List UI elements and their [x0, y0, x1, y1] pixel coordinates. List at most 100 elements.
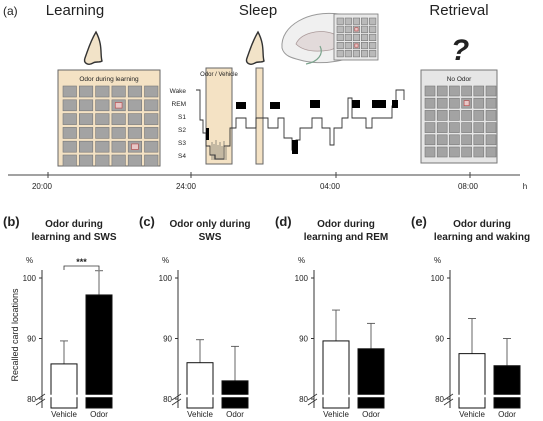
card-symbol	[463, 100, 470, 106]
bar-odor	[221, 380, 249, 409]
card-cell	[352, 33, 361, 42]
x-tick-label: Vehicle	[187, 410, 213, 419]
stage-s4: S4	[178, 153, 186, 160]
card-cell	[344, 33, 352, 42]
panel-label: (c)	[139, 214, 155, 229]
card-cell	[62, 113, 77, 125]
hypnogram-stage-labels: Wake REM S1 S2 S3 S4	[170, 88, 187, 160]
card-cell	[95, 127, 110, 139]
axis-break	[443, 393, 454, 401]
card-cell	[336, 25, 344, 33]
y-tick-label: 90	[27, 335, 36, 344]
card-cell	[485, 122, 497, 133]
card-cell	[424, 134, 436, 146]
card-cell	[436, 110, 448, 121]
card-symbol	[354, 27, 359, 32]
axis-break	[35, 398, 46, 406]
significance-bracket	[63, 265, 100, 270]
x-tick-label: Odor	[498, 410, 516, 419]
y-tick-label: 90	[299, 335, 308, 344]
card-cell	[62, 99, 77, 112]
retrieval-card: No Odor	[420, 69, 498, 164]
y-tick-label: 90	[163, 335, 172, 344]
card-cell	[62, 154, 77, 167]
card-cell	[144, 113, 159, 125]
card-cell	[449, 110, 460, 121]
x-tick-label: Odor	[362, 410, 380, 419]
chart-title: learning and SWS	[31, 232, 116, 243]
card-cell	[95, 154, 110, 167]
hypnogram-trace	[196, 89, 405, 160]
chart-title: learning and waking	[434, 232, 530, 243]
stage-s1: S1	[178, 114, 186, 121]
card-cell	[449, 97, 460, 109]
card-cell	[62, 127, 77, 139]
card-cell	[62, 85, 77, 98]
axis-break	[171, 393, 182, 401]
learning-card: Odor during learning	[57, 69, 161, 167]
y-tick-label: 100	[23, 274, 37, 283]
time-tick-2000: 20:00	[32, 182, 53, 191]
card-cell	[369, 25, 377, 33]
y-unit-label: %	[162, 256, 169, 265]
time-tick-2400: 24:00	[176, 182, 197, 191]
card-cell	[336, 17, 344, 25]
card-cell	[369, 41, 377, 50]
card-cell	[336, 41, 344, 50]
panel-label: (e)	[411, 214, 427, 229]
card-cell	[360, 25, 369, 33]
card-cell	[127, 113, 142, 125]
card-cell	[360, 17, 369, 25]
y-axis-label: Recalled card locations	[10, 288, 20, 382]
card-cell	[461, 85, 472, 97]
card-cell	[127, 85, 142, 98]
card-cell	[111, 127, 126, 139]
card-cell	[144, 85, 159, 98]
card-cell	[473, 122, 485, 133]
axis-break	[171, 398, 182, 406]
card-cell	[95, 99, 110, 112]
chart-title: SWS	[199, 232, 222, 243]
time-tick-0800: 08:00	[458, 182, 479, 191]
card-symbol	[114, 102, 123, 109]
phase-sleep: Sleep	[239, 2, 277, 19]
card-cell	[424, 110, 436, 121]
card-cell	[95, 140, 110, 153]
card-cell	[473, 85, 485, 97]
card-cell	[473, 146, 485, 158]
card-cell	[424, 122, 436, 133]
card-cell	[436, 134, 448, 146]
card-cell	[344, 17, 352, 25]
bar-vehicle	[458, 353, 486, 409]
phase-learning: Learning	[46, 2, 104, 19]
x-tick-label: Vehicle	[459, 410, 485, 419]
x-tick-label: Vehicle	[323, 410, 349, 419]
card-cell	[144, 127, 159, 139]
axis-break	[307, 393, 318, 401]
card-cell	[344, 25, 352, 33]
card-cell	[79, 99, 94, 112]
stage-s3: S3	[178, 140, 186, 147]
y-tick-label: 100	[431, 274, 445, 283]
card-cell	[369, 33, 377, 42]
nose-icon	[83, 30, 103, 65]
bar-charts: (b) Odor during learning and SWS% 100 90 80 Ve…	[3, 214, 530, 419]
card-cell	[111, 113, 126, 125]
card-retrieval-caption: No Odor	[447, 76, 472, 83]
bar-vehicle	[186, 362, 214, 409]
odor-vehicle-box: Odor / Vehicle	[200, 67, 264, 165]
y-tick-label: 80	[299, 395, 308, 404]
card-cell	[111, 154, 126, 167]
card-cell	[473, 97, 485, 109]
card-cell	[79, 140, 94, 153]
y-tick-label: 80	[435, 395, 444, 404]
stage-wake: Wake	[170, 88, 187, 95]
memory-card-icon	[333, 13, 379, 61]
chart-e: (e) Odor during learning and waking% 100 90 8…	[411, 214, 530, 419]
chart-title: Odor during	[317, 219, 375, 230]
x-tick-label: Vehicle	[51, 410, 77, 419]
card-sleep-caption: Odor / Vehicle	[200, 72, 238, 78]
card-cell	[449, 146, 460, 158]
nose-icon-sleep	[245, 30, 265, 65]
card-cell	[144, 154, 159, 167]
